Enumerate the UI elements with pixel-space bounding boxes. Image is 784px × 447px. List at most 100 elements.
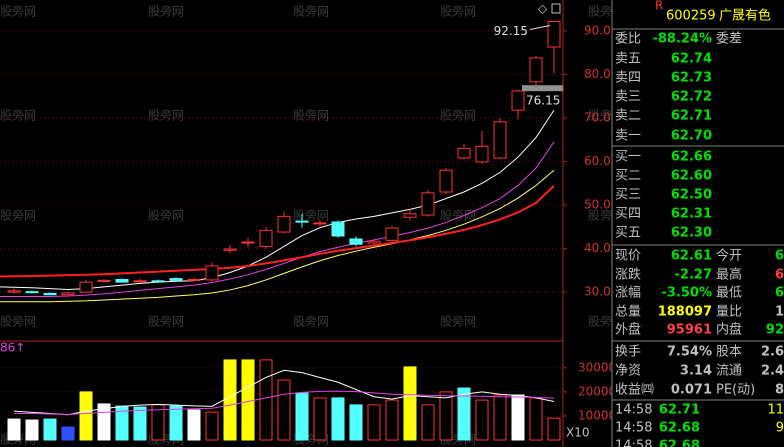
annotation: 76.15 xyxy=(526,94,560,108)
panel-cell: 换手 xyxy=(615,345,641,360)
panel-cell: 卖五 xyxy=(615,52,641,67)
volume-bar xyxy=(385,399,399,441)
panel-cell: 卖二 xyxy=(615,109,641,124)
panel-cell: 2.6 xyxy=(761,345,784,360)
candle-body xyxy=(205,265,219,281)
panel-cell: 3.14 xyxy=(680,364,712,379)
candle-body xyxy=(259,229,273,247)
annotation-pointer xyxy=(529,25,551,31)
panel-cell: -3.50% xyxy=(662,286,713,301)
panel-cell: 2.4 xyxy=(761,364,784,379)
watermark: 股旁网 xyxy=(0,314,36,329)
panel-cell: 买四 xyxy=(615,207,641,222)
y-tick-label: 90.00 xyxy=(584,23,618,37)
volume-bar xyxy=(367,404,381,441)
volume-bar xyxy=(349,404,363,441)
panel-cell: -2.27 xyxy=(675,268,712,283)
volume-bar xyxy=(547,417,561,441)
panel-cell: -88.24% xyxy=(652,32,712,47)
volume-bar xyxy=(79,391,93,441)
panel-cell: 外盘 xyxy=(615,322,641,338)
candle-body xyxy=(457,147,471,159)
panel-cell: 14:58 xyxy=(615,421,652,436)
candle-body xyxy=(529,57,543,83)
volume-bar xyxy=(457,387,471,441)
panel-cell: 62.72 xyxy=(671,90,712,105)
candle-body xyxy=(25,291,39,294)
watermark: 股旁网 xyxy=(0,108,36,123)
candle-body xyxy=(151,280,165,283)
panel-cell: 62.66 xyxy=(671,150,712,165)
panel-cell: 委差 xyxy=(716,32,742,47)
volume-bar xyxy=(187,409,201,441)
stock-name: 广晟有色 xyxy=(719,8,771,24)
panel-cell: 62.70 xyxy=(671,129,712,144)
panel-cell: 6 xyxy=(775,268,784,283)
volume-bar xyxy=(439,391,453,441)
volume-bar xyxy=(421,404,435,441)
candle-body xyxy=(349,238,363,245)
watermark: 股旁网 xyxy=(440,314,476,329)
badge: R xyxy=(655,0,663,13)
icon: ◇ xyxy=(538,2,548,16)
candle-body xyxy=(61,292,75,296)
panel-cell: 14:58 xyxy=(615,439,652,447)
volume-ma-line xyxy=(14,390,555,416)
panel-cell: 委比 xyxy=(615,32,641,47)
y-tick-label: 10000 xyxy=(578,408,616,422)
candle-body xyxy=(169,278,183,281)
panel-cell: 11 xyxy=(767,403,784,418)
panel-cell: 62.50 xyxy=(671,188,712,203)
volume-bar xyxy=(313,397,327,441)
panel-cell: 188097 xyxy=(658,305,712,320)
volume-bar xyxy=(529,397,543,441)
candle-body xyxy=(511,90,525,111)
watermark: 股旁网 xyxy=(440,4,476,19)
panel-cell: 62.60 xyxy=(671,169,712,184)
panel-cell: 6 xyxy=(775,286,784,301)
y-tick-label: 30000 xyxy=(578,360,616,374)
ma-line xyxy=(0,169,555,303)
watermark: 股旁网 xyxy=(148,108,184,123)
panel-cell: 最高 xyxy=(716,267,742,283)
panel-cell: 62.68 xyxy=(659,421,700,436)
panel-cell: 量比 xyxy=(716,305,742,320)
panel-cell: 62.30 xyxy=(671,226,712,241)
panel-background xyxy=(612,0,784,447)
volume-bar xyxy=(403,366,417,441)
panel-cell: 买三 xyxy=(615,188,641,203)
volume-bar xyxy=(277,379,291,441)
candle-body xyxy=(295,220,309,223)
panel-cell: 股本 xyxy=(716,345,742,360)
volume-bar xyxy=(223,359,237,441)
panel-cell: 1 xyxy=(775,305,784,320)
watermark: 股旁网 xyxy=(440,208,476,223)
watermark: 股旁网 xyxy=(293,4,329,19)
candle-body xyxy=(331,221,345,237)
panel-cell: 卖三 xyxy=(615,90,641,105)
candle-body xyxy=(241,241,255,244)
volume-bar xyxy=(259,359,273,441)
watermark: 股旁网 xyxy=(440,108,476,123)
watermark: 股旁网 xyxy=(148,208,184,223)
candle-body xyxy=(439,169,453,193)
panel-cell: 62.71 xyxy=(659,403,700,418)
panel-cell: PE(动) xyxy=(716,383,755,398)
indicator-note: 86↑ xyxy=(0,341,25,355)
watermark: 股旁网 xyxy=(293,314,329,329)
candle-body xyxy=(223,248,237,251)
candle-body xyxy=(313,222,327,225)
volume-bar xyxy=(43,418,57,441)
panel-cell: 14:58 xyxy=(615,403,652,418)
ma-line xyxy=(0,109,555,291)
watermark: 股旁网 xyxy=(293,208,329,223)
panel-cell: 7.54% xyxy=(667,345,712,360)
panel-cell: 涨跌 xyxy=(615,267,641,283)
y-tick-label: 60.00 xyxy=(584,154,618,168)
volume-bar xyxy=(475,399,489,441)
volume-ma-line xyxy=(13,369,555,416)
candle-body xyxy=(43,292,57,296)
candle-body xyxy=(115,278,129,283)
